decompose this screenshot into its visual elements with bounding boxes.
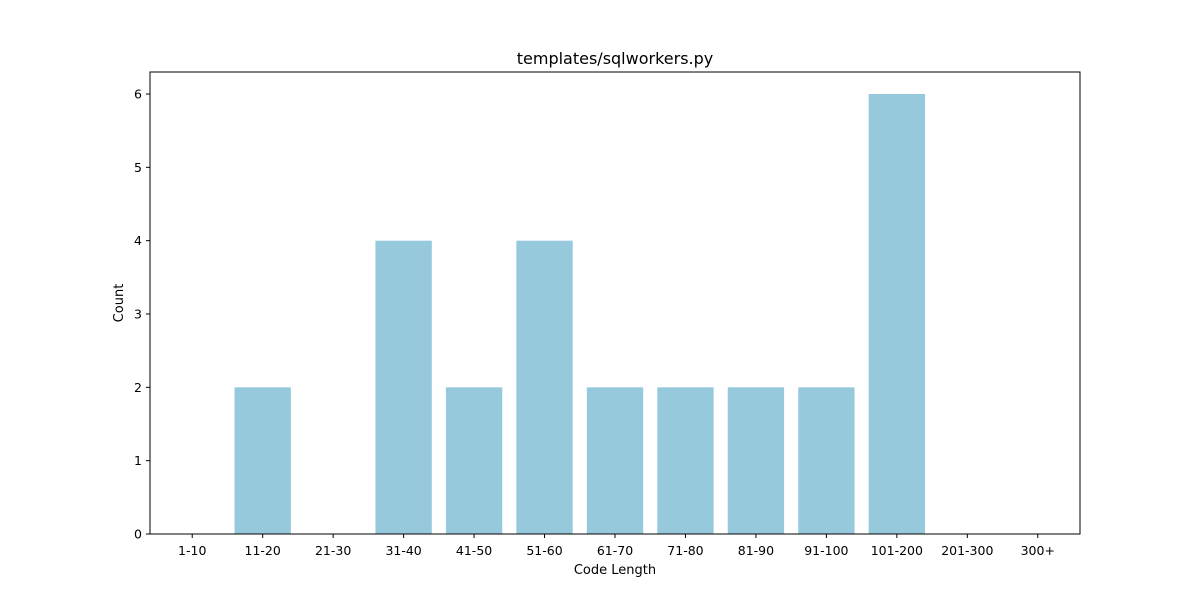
x-tick-label: 61-70 — [597, 543, 633, 558]
x-axis: 1-10 11-20 21-30 31-40 41-50 51-60 61-70 71-80 8… — [178, 534, 1055, 558]
y-axis-label: Count — [112, 284, 127, 323]
bar-41-50 — [446, 387, 502, 534]
bar-101-200 — [869, 94, 925, 534]
y-tick-label: 1 — [134, 453, 142, 468]
x-tick-label: 101-200 — [871, 543, 923, 558]
y-axis: 0 1 2 3 4 5 6 — [134, 87, 150, 542]
y-tick-label: 0 — [134, 527, 142, 542]
bar-51-60 — [516, 241, 572, 534]
x-tick-label: 81-90 — [738, 543, 774, 558]
bar-81-90 — [728, 387, 784, 534]
x-tick-label: 51-60 — [526, 543, 562, 558]
x-tick-label: 41-50 — [456, 543, 492, 558]
bars-group — [235, 94, 926, 534]
x-tick-label: 31-40 — [385, 543, 421, 558]
y-tick-label: 4 — [134, 233, 142, 248]
x-tick-label: 300+ — [1021, 543, 1055, 558]
x-tick-label: 1-10 — [178, 543, 206, 558]
bar-91-100 — [798, 387, 854, 534]
y-tick-label: 3 — [134, 307, 142, 322]
x-tick-label: 11-20 — [245, 543, 281, 558]
chart-title: templates/sqlworkers.py — [517, 49, 714, 68]
y-tick-label: 2 — [134, 380, 142, 395]
bar-11-20 — [235, 387, 291, 534]
x-tick-label: 71-80 — [667, 543, 703, 558]
bar-71-80 — [657, 387, 713, 534]
x-axis-label: Code Length — [574, 563, 656, 578]
x-tick-label: 91-100 — [804, 543, 848, 558]
x-tick-label: 201-300 — [941, 543, 993, 558]
x-tick-label: 21-30 — [315, 543, 351, 558]
y-tick-label: 5 — [134, 160, 142, 175]
bar-61-70 — [587, 387, 643, 534]
y-tick-label: 6 — [134, 87, 142, 102]
bar-31-40 — [375, 241, 431, 534]
